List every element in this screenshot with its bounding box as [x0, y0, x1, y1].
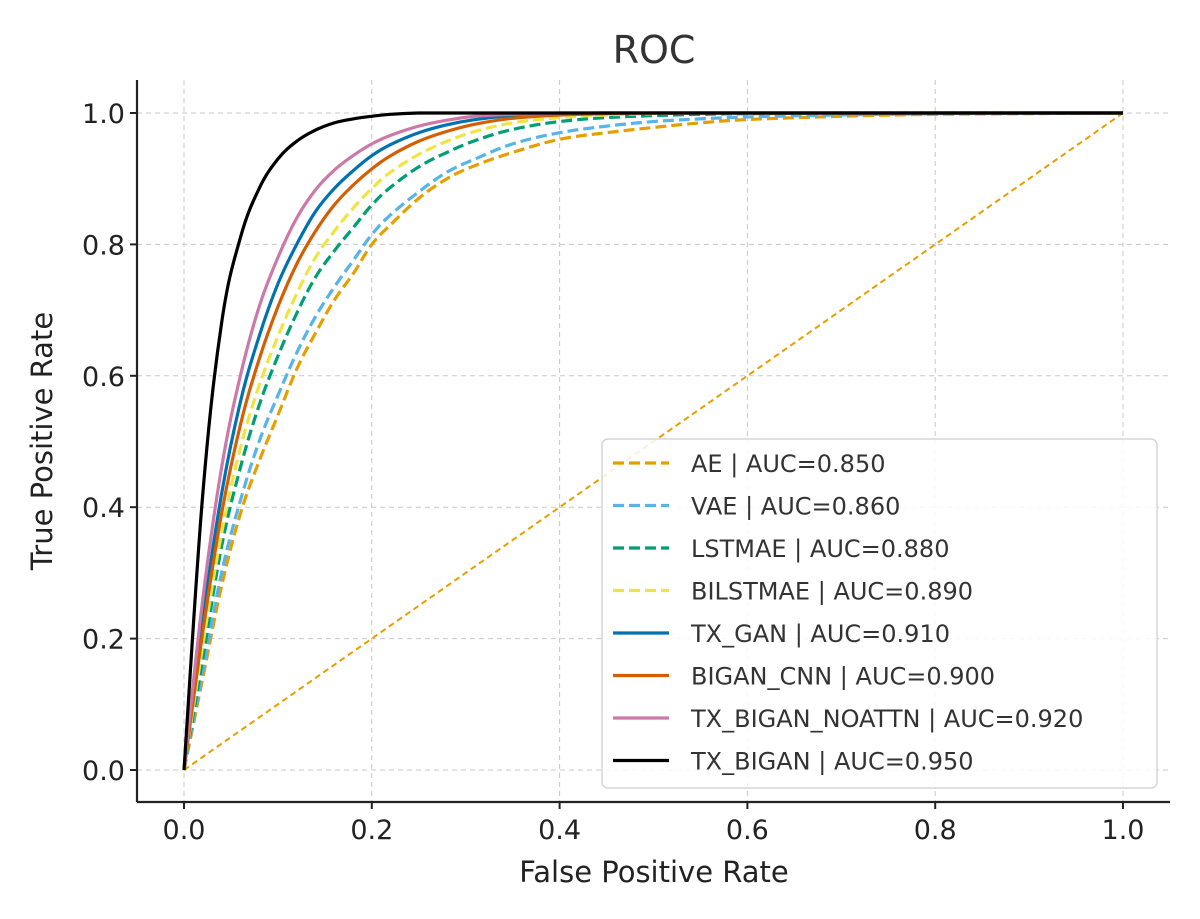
- x-tick-label: 0.8: [914, 815, 957, 846]
- series-line-tx-bigan: [182, 111, 1123, 771]
- legend-label-vae: VAE | AUC=0.860: [691, 493, 900, 521]
- y-axis-label: True Positive Rate: [25, 312, 59, 571]
- legend-label-tx-bigan-noattn: TX_BIGAN_NOATTN | AUC=0.920: [690, 705, 1083, 733]
- legend-label-tx-gan: TX_GAN | AUC=0.910: [690, 620, 950, 648]
- legend-label-bilstmae: BILSTMAE | AUC=0.890: [691, 578, 973, 606]
- x-ticks: 0.0 0.2 0.4 0.6 0.8 1.0: [163, 802, 1145, 846]
- legend-label-lstmae: LSTMAE | AUC=0.880: [691, 535, 949, 563]
- legend-label-tx-bigan: TX_BIGAN | AUC=0.950: [690, 748, 974, 776]
- x-tick-label: 0.0: [163, 815, 206, 846]
- x-tick-label: 0.4: [538, 815, 581, 846]
- legend: AE | AUC=0.850 VAE | AUC=0.860 LSTMAE | AU…: [601, 438, 1158, 789]
- y-tick-label: 0.6: [82, 362, 125, 393]
- x-tick-label: 1.0: [1102, 815, 1145, 846]
- y-tick-label: 0.4: [82, 493, 125, 524]
- y-tick-label: 1.0: [82, 99, 125, 130]
- legend-label-ae: AE | AUC=0.850: [691, 450, 885, 478]
- x-axis-label: False Positive Rate: [519, 855, 789, 889]
- legend-box: [601, 438, 1158, 789]
- y-tick-label: 0.0: [82, 756, 125, 787]
- series-line-vae: [182, 111, 1123, 771]
- y-tick-label: 0.2: [82, 625, 125, 656]
- axes: [135, 80, 1170, 804]
- x-tick-label: 0.2: [350, 815, 393, 846]
- series-line-ae: [182, 111, 1124, 771]
- x-tick-label: 0.6: [726, 815, 769, 846]
- chart-title: ROC: [613, 28, 696, 72]
- legend-label-bigan-cnn: BIGAN_CNN | AUC=0.900: [691, 663, 995, 691]
- series-line-lstmae: [182, 111, 1123, 771]
- y-tick-label: 0.8: [82, 230, 125, 261]
- plot-series: [182, 111, 1124, 771]
- y-ticks: 0.0 0.2 0.4 0.6 0.8 1.0: [82, 99, 137, 787]
